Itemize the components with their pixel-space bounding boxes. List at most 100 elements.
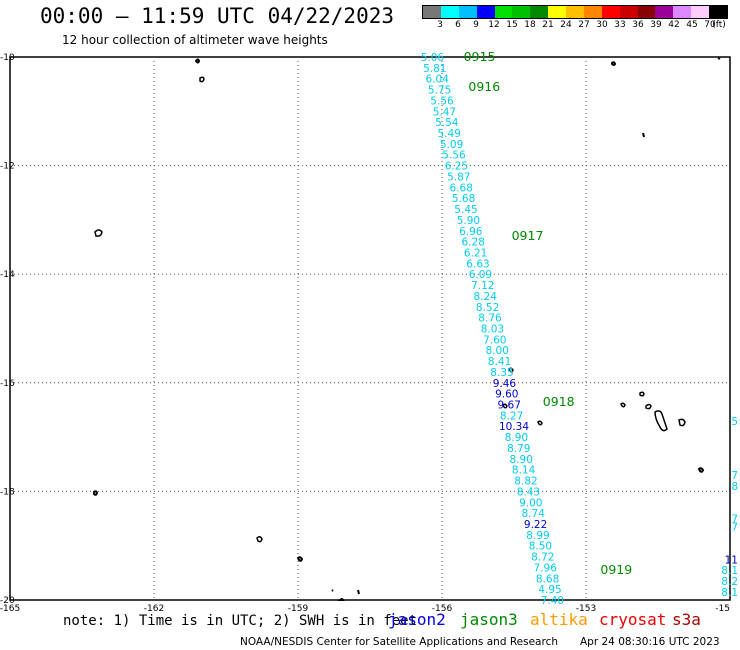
lon-tick-label: -165 <box>0 604 20 614</box>
swh-value: 8.14 <box>512 465 536 477</box>
legend-swatch <box>637 6 656 18</box>
swh-value: 8.90 <box>510 454 533 466</box>
pass-time-label: 0915 <box>464 49 496 64</box>
legend-label: 21 <box>542 20 554 30</box>
lon-tick-label: -162 <box>144 604 164 614</box>
legend-label: 39 <box>650 20 662 30</box>
swh-value: 8.99 <box>526 530 549 542</box>
legend-label: (ft) <box>712 20 726 30</box>
swh-value: 5.45 <box>454 204 477 216</box>
legend-labels: 3 6 9 12 15 18 21 24 27 30 33 36 39 42 45 70 (ft) <box>422 19 728 32</box>
legend-swatch <box>583 6 602 18</box>
legend-label: 6 <box>455 20 461 30</box>
swh-value: 6.04 <box>426 74 450 86</box>
legend-swatch <box>512 6 531 18</box>
swh-value: 5.09 <box>440 139 463 151</box>
legend-altika: altika <box>530 610 588 629</box>
island <box>697 467 705 473</box>
legend-jason2: jason2 <box>388 610 446 629</box>
swh-value: 5.47 <box>433 106 456 118</box>
swh-value: 5.90 <box>457 215 480 227</box>
legend-label: 3 <box>437 20 443 30</box>
island <box>94 229 103 237</box>
island <box>93 490 99 496</box>
island <box>642 132 645 138</box>
swh-value: 8.76 <box>478 313 502 325</box>
swh-value: 8.72 <box>531 552 554 564</box>
legend-swatch <box>619 6 638 18</box>
swh-value: 8.74 <box>522 508 546 520</box>
swh-value: 5.87 <box>447 171 470 183</box>
swh-value: 6.96 <box>459 226 483 238</box>
swh-value: 8.50 <box>529 541 552 553</box>
swh-value-edge: 7 <box>731 470 738 482</box>
legend-swatches <box>422 5 728 19</box>
lat-tick-label: -18 <box>0 487 15 497</box>
swh-value-edge: 8.2 <box>721 576 738 588</box>
swh-value: 6.68 <box>450 182 473 194</box>
swh-value: 8.68 <box>536 573 559 585</box>
island <box>537 420 543 426</box>
map-frame <box>9 56 731 601</box>
island <box>357 589 360 595</box>
island <box>678 418 686 427</box>
legend-swatch <box>566 6 584 18</box>
lat-tick-label: -20 <box>0 596 15 606</box>
swh-value: 8.52 <box>476 302 499 314</box>
legend-swatch <box>494 6 513 18</box>
island <box>256 535 263 543</box>
swh-value: 9.22 <box>524 519 547 531</box>
swh-value: 4.95 <box>538 584 561 596</box>
lon-tick-label: -153 <box>576 604 596 614</box>
legend-label: 70 <box>704 20 716 30</box>
island <box>717 57 721 60</box>
island <box>337 598 345 601</box>
swh-value: 5.81 <box>423 63 446 75</box>
swh-value: 7.96 <box>534 562 558 574</box>
swh-value-edge: 8 <box>731 481 738 493</box>
lat-tick-label: -10 <box>0 53 15 63</box>
swh-value: 8.00 <box>486 345 509 357</box>
legend-label: 27 <box>578 20 590 30</box>
legend-swatch <box>458 6 477 18</box>
legend-cryosat: cryosat <box>599 610 667 629</box>
legend-jason3: jason3 <box>460 610 518 629</box>
island <box>331 589 334 592</box>
legend-label: 36 <box>632 20 644 30</box>
legend-label: 12 <box>488 20 500 30</box>
swh-value: 5.49 <box>438 128 461 140</box>
swh-value: 5.06 <box>421 52 445 64</box>
swh-value-edge: 8.1 <box>721 587 738 599</box>
legend-label: 33 <box>614 20 626 30</box>
legend-swatch <box>440 6 459 18</box>
swh-value-edge: 11 <box>725 554 738 566</box>
time-labels: 0915 0916 0917 0918 0919 <box>464 49 633 577</box>
lat-tick-label: -16 <box>0 379 15 389</box>
swh-value: 5.56 <box>430 95 454 107</box>
legend-swatch <box>673 6 692 18</box>
swh-value: 9.67 <box>498 400 521 412</box>
swh-value: 6.63 <box>466 258 489 270</box>
swh-value: 5.68 <box>452 193 475 205</box>
legend-swatch <box>691 6 709 18</box>
legend-swatch <box>655 6 674 18</box>
graticule <box>10 57 730 600</box>
legend-label: 30 <box>596 20 608 30</box>
swh-value-edge: 8.1 <box>721 565 738 577</box>
swh-value-edge: 7 <box>731 514 738 526</box>
lon-tick-label: -159 <box>288 604 309 614</box>
pass-time-label: 0919 <box>600 562 632 577</box>
swh-value: 8.03 <box>481 324 504 336</box>
island <box>199 76 205 83</box>
swh-value: 8.43 <box>517 486 540 498</box>
islands <box>93 57 721 601</box>
island <box>645 403 652 410</box>
swh-value: 7.40 <box>541 595 564 607</box>
legend-swatch <box>530 6 549 18</box>
lon-tick-label: -156 <box>432 604 453 614</box>
pass-time-label: 0917 <box>512 228 544 243</box>
swh-value: 7.12 <box>471 280 494 292</box>
legend-swatch <box>548 6 566 18</box>
island <box>620 402 626 408</box>
